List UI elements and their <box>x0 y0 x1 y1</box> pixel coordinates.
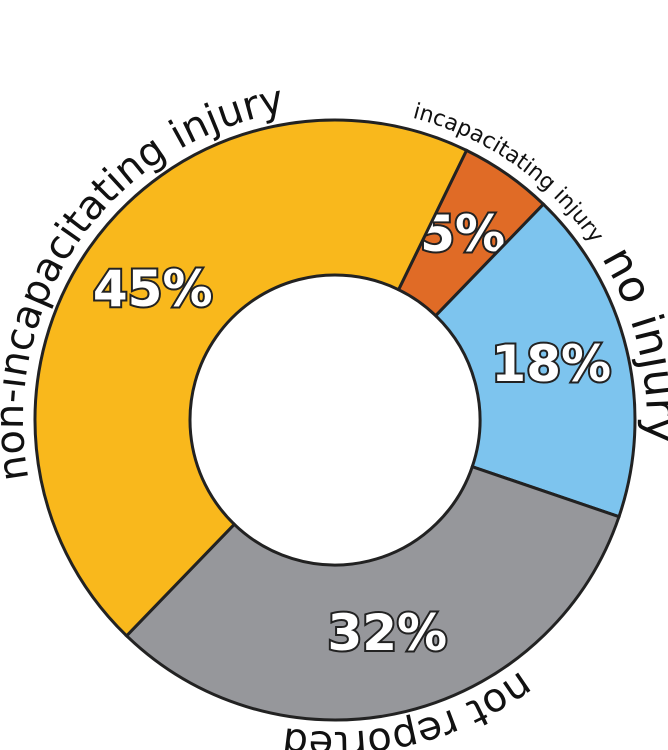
percent-label: 18% <box>491 335 611 393</box>
donut-segment <box>33 118 469 638</box>
percent-label: 32% <box>327 604 447 662</box>
donut-segment <box>433 202 637 519</box>
percent-label: 45% <box>93 260 213 318</box>
donut-segment <box>124 464 621 722</box>
